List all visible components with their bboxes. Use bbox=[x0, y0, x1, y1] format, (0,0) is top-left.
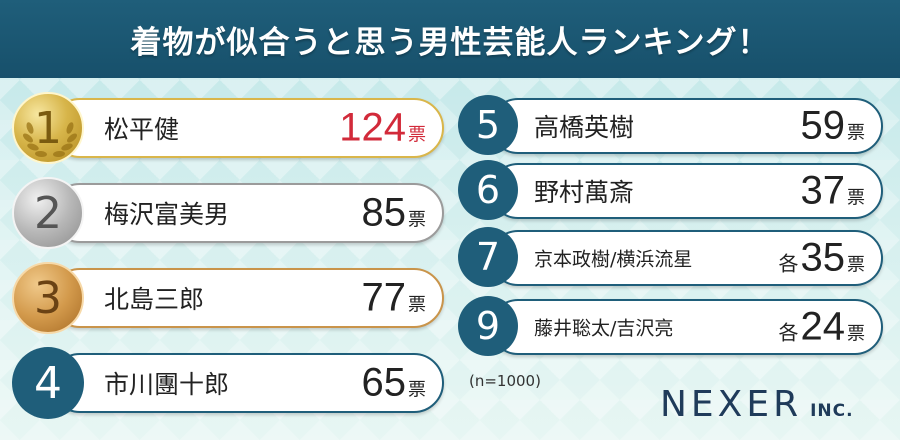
ranking-card-5: 高橋英樹 59 票 bbox=[490, 98, 883, 154]
ranking-name: 高橋英樹 bbox=[534, 113, 635, 142]
vote-unit: 票 bbox=[408, 379, 426, 401]
vote-unit: 票 bbox=[408, 209, 426, 231]
vote-count: 59 bbox=[800, 103, 846, 148]
rank-badge-2: 2 bbox=[12, 177, 84, 249]
rank-badge-5: 5 bbox=[458, 95, 518, 155]
rank-number: 5 bbox=[475, 103, 501, 147]
vote-unit: 票 bbox=[847, 323, 865, 345]
ranking-votes: 124 票 bbox=[339, 106, 426, 151]
vote-count: 85 bbox=[361, 190, 407, 235]
ranking-card-2: 梅沢富美男 85 票 bbox=[50, 183, 444, 243]
rank-number: 7 bbox=[475, 235, 501, 279]
ranking-name: 藤井聡太/吉沢亮 bbox=[534, 317, 674, 340]
header-banner: 着物が似合うと思う男性芸能人ランキング！ bbox=[0, 0, 900, 78]
vote-count: 37 bbox=[800, 168, 846, 213]
vote-count: 77 bbox=[361, 275, 407, 320]
rank-badge-6: 6 bbox=[458, 160, 518, 220]
ranking-name: 野村萬斎 bbox=[534, 178, 635, 207]
ranking-name: 北島三郎 bbox=[104, 285, 205, 314]
rank-number: 3 bbox=[34, 272, 62, 324]
vote-count: 35 bbox=[800, 235, 846, 280]
rank-number: 1 bbox=[34, 102, 62, 154]
ranking-name: 松平健 bbox=[104, 115, 180, 144]
ranking-votes: 各 35 票 bbox=[779, 236, 866, 281]
ranking-name: 市川團十郎 bbox=[104, 370, 230, 399]
vote-count: 24 bbox=[800, 304, 846, 349]
ranking-name: 梅沢富美男 bbox=[104, 200, 230, 229]
rank-number: 6 bbox=[475, 168, 501, 212]
ranking-name: 京本政樹/横浜流星 bbox=[534, 248, 693, 271]
rank-badge-3: 3 bbox=[12, 262, 84, 334]
logo-suffix: INC. bbox=[810, 401, 854, 421]
logo-brand: NEXER bbox=[660, 384, 803, 425]
ranking-votes: 65 票 bbox=[362, 361, 427, 406]
ranking-votes: 77 票 bbox=[362, 276, 427, 321]
rank-number: 9 bbox=[475, 304, 501, 348]
rank-badge-4: 4 bbox=[12, 347, 84, 419]
rank-number: 4 bbox=[34, 357, 62, 409]
rank-number: 2 bbox=[34, 187, 62, 239]
ranking-votes: 37 票 bbox=[801, 169, 866, 214]
vote-prefix: 各 bbox=[778, 251, 799, 276]
nexer-logo: NEXER INC. bbox=[660, 384, 854, 425]
ranking-votes: 59 票 bbox=[801, 104, 866, 149]
ranking-card-9: 藤井聡太/吉沢亮 各 24 票 bbox=[490, 299, 883, 355]
vote-unit: 票 bbox=[847, 254, 865, 276]
vote-count: 124 bbox=[339, 105, 406, 150]
vote-count: 65 bbox=[361, 360, 407, 405]
laurel-wreath-icon bbox=[23, 122, 77, 158]
vote-unit: 票 bbox=[408, 294, 426, 316]
rank-badge-1: 1 bbox=[12, 92, 84, 164]
rank-badge-9: 9 bbox=[458, 296, 518, 356]
ranking-card-6: 野村萬斎 37 票 bbox=[490, 163, 883, 219]
ranking-card-7: 京本政樹/横浜流星 各 35 票 bbox=[490, 230, 883, 286]
vote-unit: 票 bbox=[408, 124, 426, 146]
ranking-votes: 各 24 票 bbox=[779, 305, 866, 350]
rank-badge-7: 7 bbox=[458, 227, 518, 287]
sample-size-note: (n=1000) bbox=[469, 372, 541, 390]
ranking-card-1: 松平健 124 票 bbox=[50, 98, 444, 158]
vote-unit: 票 bbox=[847, 122, 865, 144]
ranking-card-3: 北島三郎 77 票 bbox=[50, 268, 444, 328]
page-title: 着物が似合うと思う男性芸能人ランキング！ bbox=[130, 24, 770, 61]
ranking-votes: 85 票 bbox=[362, 191, 427, 236]
ranking-card-4: 市川團十郎 65 票 bbox=[50, 353, 444, 413]
vote-unit: 票 bbox=[847, 187, 865, 209]
vote-prefix: 各 bbox=[778, 320, 799, 345]
